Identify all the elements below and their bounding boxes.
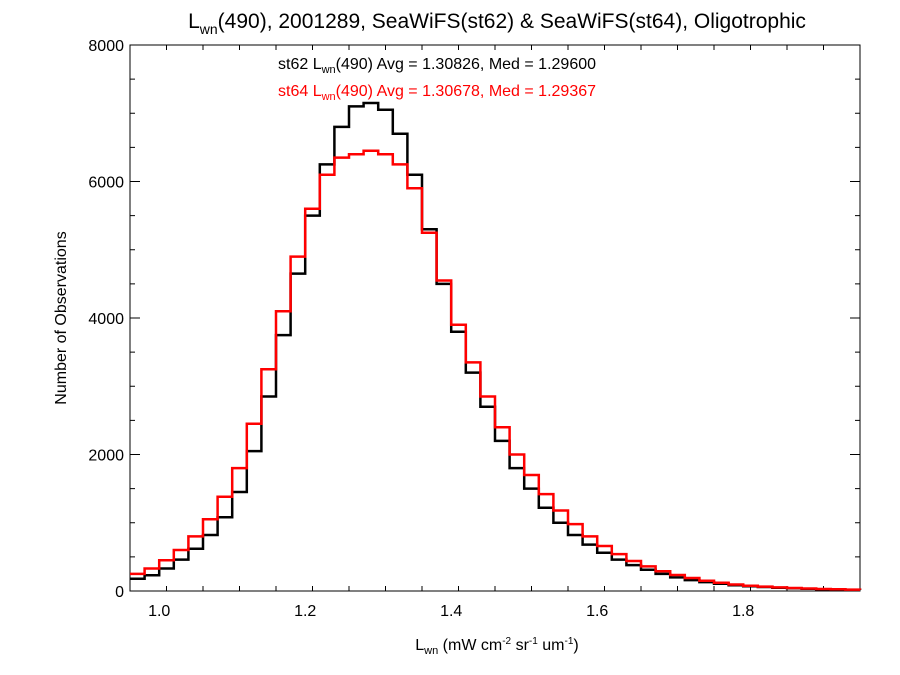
x-tick-label: 1.6 (586, 603, 608, 620)
series-line-st62 (130, 101, 862, 592)
series-line-st64 (130, 149, 862, 591)
x-tick-labels: 1.0 1.2 1.4 1.6 1.8 (148, 603, 754, 620)
plot-frame (129, 44, 861, 592)
annotation-st64: st64 Lwn(490) Avg = 1.30678, Med = 1.293… (278, 83, 596, 103)
x-tick-label: 1.4 (440, 603, 462, 620)
x-tick-label: 1.8 (732, 603, 754, 620)
x-tick-label: 1.0 (148, 603, 170, 620)
y-tick-label: 2000 (88, 448, 124, 465)
x-tick-label: 1.2 (294, 603, 316, 620)
y-tick-label: 4000 (88, 311, 124, 328)
x-axis-label: Lwn (mW cm-2 sr-1 um-1) (415, 636, 578, 657)
y-tick-label: 8000 (88, 38, 124, 55)
y-tick-label: 0 (115, 584, 124, 601)
y-axis-label: Number of Observations (53, 231, 70, 404)
annotation-st62: st62 Lwn(490) Avg = 1.30826, Med = 1.296… (278, 56, 596, 76)
y-tick-labels: 0 2000 4000 6000 8000 (88, 38, 124, 601)
chart-title: Lwn(490), 2001289, SeaWiFS(st62) & SeaWi… (188, 10, 806, 37)
series-group (130, 101, 862, 592)
y-tick-label: 6000 (88, 175, 124, 192)
axis-ticks (129, 44, 861, 592)
